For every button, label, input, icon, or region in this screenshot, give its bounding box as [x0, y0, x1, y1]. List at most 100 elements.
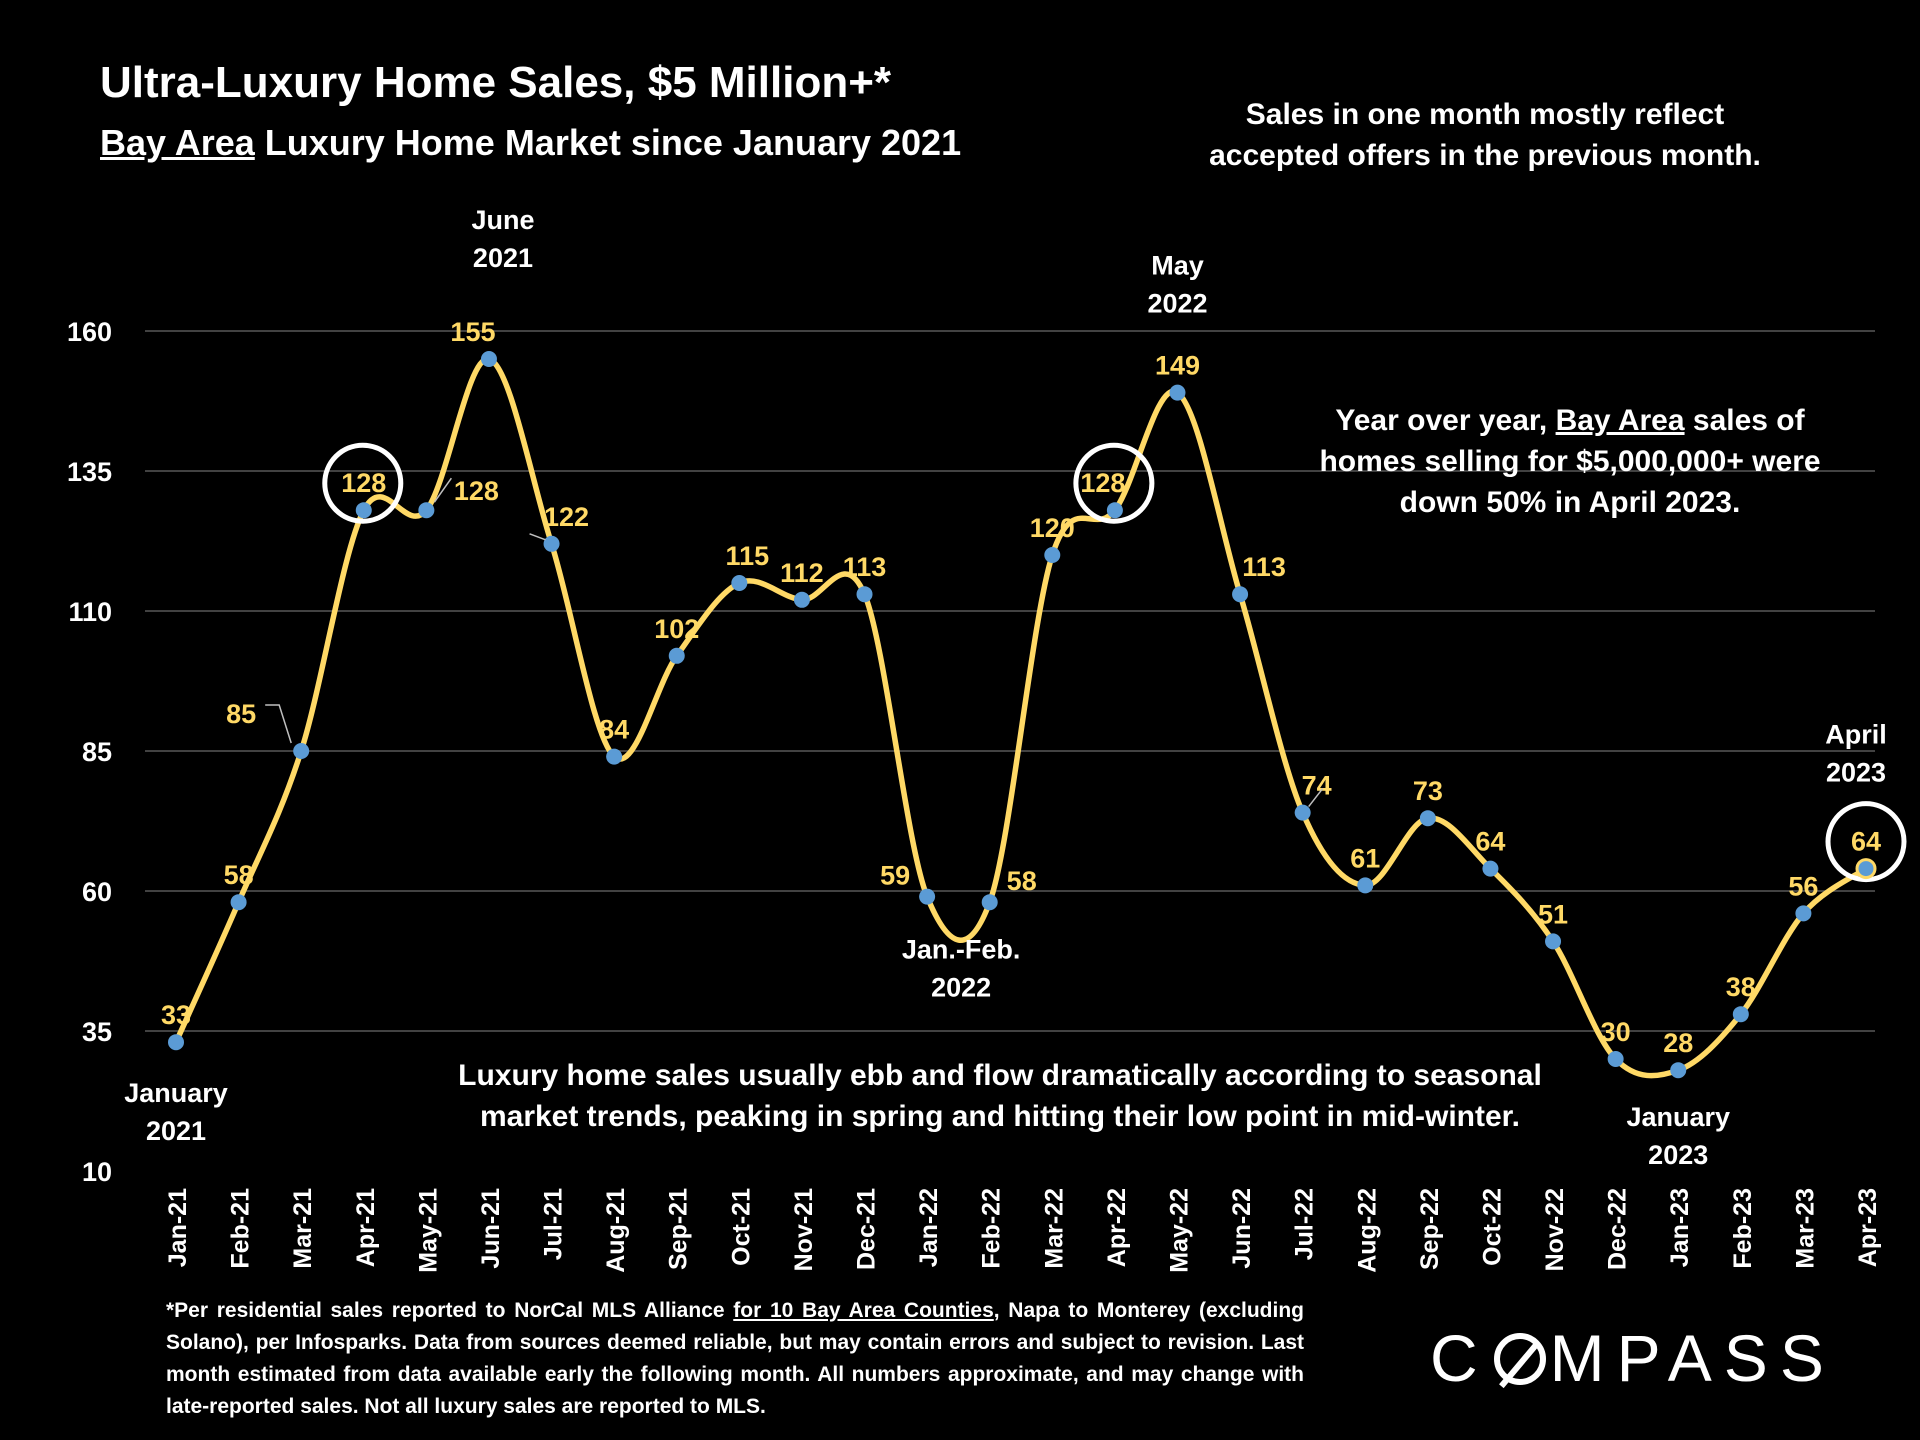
x-tick-label: Aug-22: [1353, 1188, 1381, 1273]
data-point: [355, 502, 372, 519]
x-tick-label: Oct-22: [1478, 1188, 1506, 1266]
data-point: [1482, 860, 1499, 877]
data-point: [606, 748, 623, 765]
data-label: 102: [654, 614, 699, 644]
label-leader-line: [529, 533, 546, 541]
subtitle-region: Bay Area: [100, 122, 255, 163]
x-tick-label: Jan-22: [915, 1188, 943, 1267]
x-tick-label: May-22: [1165, 1188, 1193, 1273]
footnote-link: for 10 Bay Area Counties: [733, 1299, 994, 1322]
note-accepted-offers: Sales in one month mostly reflect accept…: [1209, 98, 1761, 172]
x-tick-label: Feb-22: [978, 1188, 1006, 1269]
data-point: [293, 743, 310, 759]
y-tick-label: 85: [82, 737, 112, 767]
data-point: [1855, 858, 1877, 880]
data-point: [1357, 877, 1374, 894]
data-label: 122: [544, 502, 589, 532]
x-tick-label: Apr-21: [352, 1188, 380, 1267]
data-label: 149: [1155, 351, 1200, 381]
data-label: 58: [224, 860, 254, 890]
annotation-line2: 2021: [146, 1116, 206, 1146]
annotation-line2: 2023: [1648, 1140, 1708, 1170]
data-point: [1795, 905, 1812, 922]
data-label: 33: [161, 1000, 191, 1030]
data-label: 64: [1851, 827, 1881, 857]
annotation-line2: 2023: [1826, 758, 1886, 788]
yoy-post: sales of homes selling for $5,000,000+ w…: [1319, 404, 1821, 519]
data-label: 113: [843, 552, 887, 582]
x-tick-label: Feb-21: [227, 1188, 255, 1269]
data-point: [1106, 502, 1123, 519]
x-tick-label: Nov-22: [1541, 1188, 1569, 1271]
x-tick-label: Oct-21: [727, 1188, 755, 1266]
data-point: [1169, 384, 1186, 401]
data-point: [230, 894, 247, 911]
data-point: [543, 535, 560, 552]
x-tick-label: Jul-22: [1291, 1188, 1319, 1260]
x-tick-label: Apr-22: [1103, 1188, 1131, 1267]
annotation-line1: May: [1151, 251, 1204, 281]
annotation-line1: January: [1626, 1102, 1730, 1132]
data-label: 115: [726, 541, 770, 571]
data-point: [856, 586, 873, 603]
data-point: [1670, 1062, 1687, 1079]
data-label: 30: [1601, 1017, 1631, 1047]
subtitle-rest: Luxury Home Market since January 2021: [254, 122, 962, 163]
highlight-circle: [1825, 801, 1907, 883]
data-point: [1232, 586, 1249, 603]
logo-rest: MPASS: [1549, 1321, 1836, 1395]
data-label: 51: [1538, 899, 1568, 929]
chart-subtitle: Bay Area Luxury Home Market since Januar…: [100, 122, 961, 164]
chart-title: Ultra-Luxury Home Sales, $5 Million+*: [100, 58, 892, 107]
data-label: 155: [450, 317, 495, 347]
data-point: [919, 888, 936, 905]
data-label: 64: [1475, 827, 1505, 857]
footnote-post: , Napa to Monterey (excluding Solano), p…: [166, 1299, 1304, 1418]
data-label: 84: [599, 715, 629, 745]
data-point: [1044, 547, 1061, 563]
logo-c: C: [1430, 1321, 1490, 1395]
annotation-line1: June: [471, 205, 534, 235]
x-tick-label: Dec-21: [853, 1188, 881, 1270]
x-tick-label: Mar-21: [289, 1188, 317, 1269]
annotation-line2: 2021: [473, 243, 533, 273]
y-tick-label: 135: [67, 457, 112, 487]
logo-o-icon: [1493, 1333, 1546, 1385]
data-label: 61: [1350, 843, 1380, 873]
y-tick-label: 60: [82, 877, 112, 907]
x-tick-label: Apr-23: [1854, 1188, 1882, 1267]
data-label: 58: [1007, 866, 1037, 896]
note-seasonal-trends: Luxury home sales usually ebb and flow d…: [458, 1059, 1542, 1133]
y-tick-label: 160: [67, 317, 112, 347]
data-point: [1607, 1051, 1624, 1067]
footnote: *Per residential sales reported to NorCa…: [166, 1295, 1304, 1423]
annotation-line2: 2022: [1147, 289, 1207, 319]
data-point: [1545, 933, 1562, 950]
data-label: 85: [226, 699, 256, 729]
annotation-line1: April: [1825, 720, 1887, 750]
annotation-line1: Jan.-Feb.: [902, 935, 1021, 965]
data-point: [731, 575, 748, 591]
x-tick-label: Feb-23: [1729, 1188, 1757, 1269]
x-tick-label: Mar-23: [1791, 1188, 1819, 1269]
x-tick-label: Jan-23: [1666, 1188, 1694, 1267]
data-point: [1732, 1006, 1749, 1023]
data-label: 113: [1242, 552, 1286, 582]
x-tick-label: Mar-22: [1040, 1188, 1068, 1269]
x-tick-label: Dec-22: [1604, 1188, 1632, 1270]
x-tick-label: Jan-21: [164, 1188, 192, 1267]
x-tick-label: Sep-21: [665, 1188, 693, 1270]
data-point: [793, 591, 810, 608]
label-leader-line: [1308, 788, 1324, 808]
y-tick-label: 35: [82, 1017, 112, 1047]
x-tick-label: Jun-21: [477, 1188, 505, 1269]
data-point: [1419, 810, 1436, 827]
yoy-pre: Year over year,: [1335, 404, 1556, 437]
data-point: [418, 502, 435, 519]
label-leader-line: [433, 477, 452, 503]
annotation-line1: January: [124, 1078, 228, 1108]
data-point: [480, 351, 497, 367]
compass-logo: C MPASS: [1430, 1320, 1836, 1396]
data-point: [668, 647, 685, 664]
